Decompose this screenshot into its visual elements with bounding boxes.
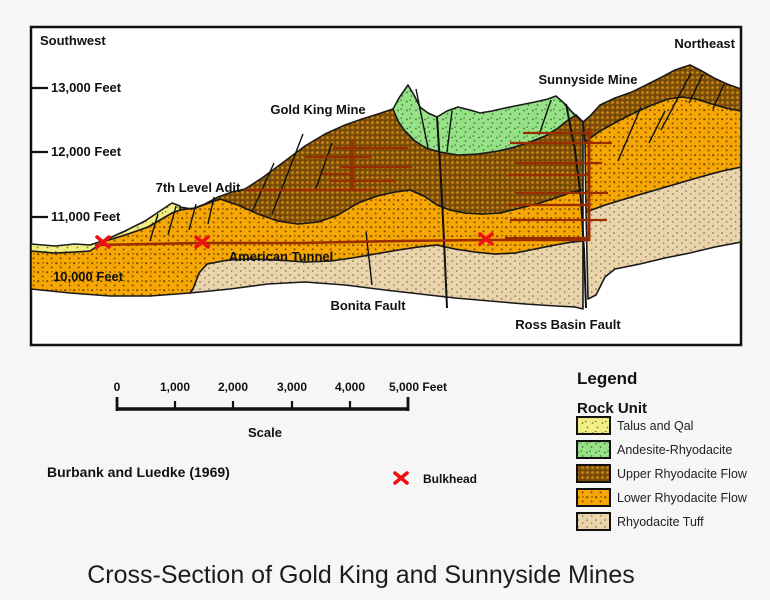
scale-caption: Scale	[248, 425, 282, 440]
layer-andesite-rhyodacite	[392, 84, 584, 156]
sunnyside-workings	[505, 128, 612, 241]
elevation-label-11000: 11,000 Feet	[51, 209, 121, 224]
bulkhead-x-icon	[194, 235, 210, 249]
bulkhead-x-icon	[393, 471, 409, 485]
label-gold-king-mine: Gold King Mine	[270, 102, 365, 117]
layer-talus	[31, 202, 181, 254]
scale-tick-0: 0	[114, 380, 121, 394]
corner-label-northeast: Northeast	[674, 36, 735, 51]
legend-swatch-talus	[576, 416, 611, 435]
figure-title: Cross-Section of Gold King and Sunnyside…	[87, 561, 635, 589]
legend-swatch-upper-rhyodacite	[576, 464, 611, 483]
label-sunnyside-mine: Sunnyside Mine	[539, 72, 638, 87]
legend-item-label: Lower Rhyodacite Flow	[617, 491, 748, 505]
scale-tick-1000: 1,000	[160, 380, 190, 394]
legend-swatch-lower-rhyodacite	[576, 488, 611, 507]
faults	[149, 72, 725, 309]
legend-item-label: Upper Rhyodacite Flow	[617, 467, 748, 481]
minor-faults	[149, 72, 725, 286]
bulkhead-x-icon	[95, 235, 111, 249]
legend-item-label: Talus and Qal	[617, 419, 693, 433]
legend-swatch-andesite	[576, 440, 611, 459]
legend: Legend Rock Unit Talus and Qal Andesite-…	[576, 369, 748, 531]
label-bonita-fault: Bonita Fault	[330, 298, 406, 313]
ross-basin-fault-line	[565, 103, 587, 309]
legend-item-label: Rhyodacite Tuff	[617, 515, 704, 529]
bulkhead-x-icon	[478, 232, 494, 246]
legend-title: Legend	[577, 369, 637, 388]
label-ross-basin-fault: Ross Basin Fault	[515, 317, 621, 332]
layer-upper-rhyodacite-northeast	[582, 64, 741, 143]
label-seventh-level-adit: 7th Level Adit	[156, 180, 241, 195]
source-citation: Burbank and Luedke (1969)	[47, 464, 230, 480]
elevation-label-10000: 10,000 Feet	[53, 269, 124, 284]
scale-bar-end-ticks	[115, 397, 410, 411]
legend-item-label: Andesite-Rhyodacite	[617, 443, 732, 457]
bulkhead-key: Bulkhead	[393, 471, 477, 486]
corner-label-southwest: Southwest	[40, 33, 106, 48]
scale-bar-mid-ticks	[173, 401, 352, 410]
legend-subtitle: Rock Unit	[577, 400, 647, 417]
scale-tick-3000: 3,000	[277, 380, 307, 394]
bonita-fault-line	[436, 116, 448, 309]
legend-swatch-tuff	[576, 512, 611, 531]
elevation-label-13000: 13,000 Feet	[51, 80, 122, 95]
gold-king-workings	[305, 140, 412, 191]
label-american-tunnel: American Tunnel	[229, 249, 334, 264]
scale-tick-4000: 4,000	[335, 380, 365, 394]
elevation-label-12000: 12,000 Feet	[51, 144, 122, 159]
scale-tick-2000: 2,000	[218, 380, 248, 394]
bulkhead-key-label: Bulkhead	[423, 472, 477, 486]
scale-tick-5000-feet: 5,000 Feet	[389, 380, 447, 394]
scale-bar: 0 1,000 2,000 3,000 4,000 5,000 Feet Sca…	[114, 380, 447, 440]
elevation-ticks	[31, 86, 48, 219]
bulkheads	[95, 232, 494, 249]
